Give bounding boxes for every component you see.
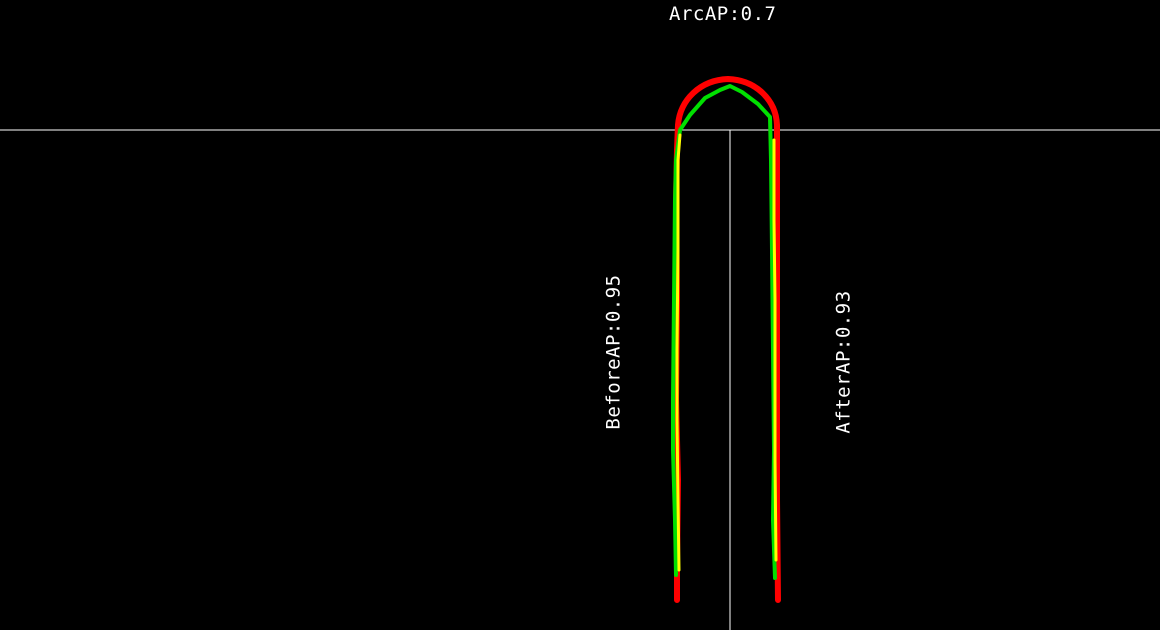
prediction-curve-green bbox=[671, 84, 777, 580]
after-ap-label: AfterAP:0.93 bbox=[832, 290, 855, 434]
prediction-curve-yellow bbox=[675, 133, 778, 572]
arc-ap-label: ArcAP:0.7 bbox=[669, 3, 777, 25]
ground-truth-curve bbox=[673, 76, 781, 603]
before-ap-label: BeforeAP:0.95 bbox=[602, 274, 625, 430]
